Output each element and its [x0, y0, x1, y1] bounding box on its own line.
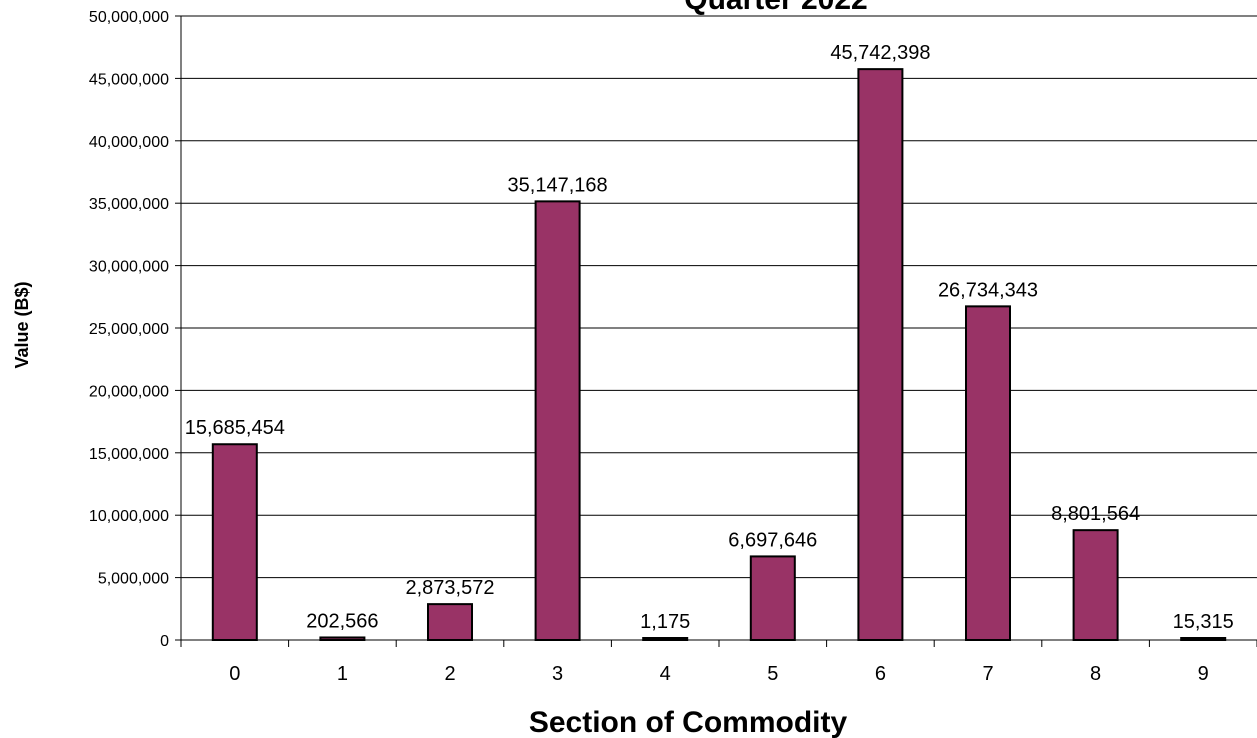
chart-title: Quarter 2022: [684, 0, 867, 16]
x-tick-label: 2: [444, 663, 455, 685]
y-tick-label: 40,000,000: [89, 134, 169, 151]
y-axis-title: Value (B$): [12, 281, 32, 368]
bar-0: [211, 443, 258, 642]
x-tick-label: 1: [337, 663, 348, 685]
y-tick-label: 0: [160, 633, 169, 650]
bar-5: [749, 555, 796, 642]
data-label: 6,697,646: [728, 529, 817, 551]
y-tick-label: 20,000,000: [89, 383, 169, 400]
x-tick-label: 8: [1090, 663, 1101, 685]
y-tick-label: 45,000,000: [89, 71, 169, 88]
bars: [211, 68, 1227, 642]
bar-3: [534, 200, 581, 641]
x-tick-label: 4: [660, 663, 671, 685]
x-tick-label: 5: [767, 663, 778, 685]
x-tick-label: 6: [875, 663, 886, 685]
bar-8: [1072, 529, 1119, 642]
grid-lines: [181, 15, 1257, 579]
bar-6: [857, 68, 904, 641]
x-tick-label: 7: [982, 663, 993, 685]
y-tick-label: 35,000,000: [89, 196, 169, 213]
x-axis-title: Section of Commodity: [529, 706, 848, 738]
x-tick-label: 9: [1198, 663, 1209, 685]
x-tick-label: 0: [229, 663, 240, 685]
y-tick-label: 50,000,000: [89, 9, 169, 26]
data-label: 2,873,572: [406, 577, 495, 599]
bar-7: [965, 305, 1011, 641]
x-axis-tick-labels: 0 1 2 3 4 5 6 7 8 9: [229, 663, 1209, 685]
axes: [175, 15, 1257, 647]
data-label: 15,315: [1173, 611, 1234, 633]
y-tick-label: 30,000,000: [89, 259, 169, 276]
data-label: 35,147,168: [508, 174, 608, 196]
data-label: 202,566: [306, 610, 378, 632]
bar-2: [427, 603, 473, 641]
data-label: 45,742,398: [830, 42, 930, 64]
y-tick-label: 5,000,000: [98, 571, 169, 588]
y-tick-label: 15,000,000: [89, 446, 169, 463]
y-axis-tick-labels: 0 5,000,000 10,000,000 15,000,000 20,000,000…: [89, 9, 169, 650]
data-label: 26,734,343: [938, 279, 1038, 301]
y-tick-label: 25,000,000: [89, 321, 169, 338]
data-labels: 15,685,454 202,566 2,873,572 35,147,168 1,17…: [185, 42, 1234, 633]
data-label: 8,801,564: [1051, 503, 1140, 525]
data-label: 15,685,454: [185, 417, 285, 439]
x-tick-label: 3: [552, 663, 563, 685]
y-tick-label: 10,000,000: [89, 508, 169, 525]
data-label: 1,175: [640, 611, 690, 633]
